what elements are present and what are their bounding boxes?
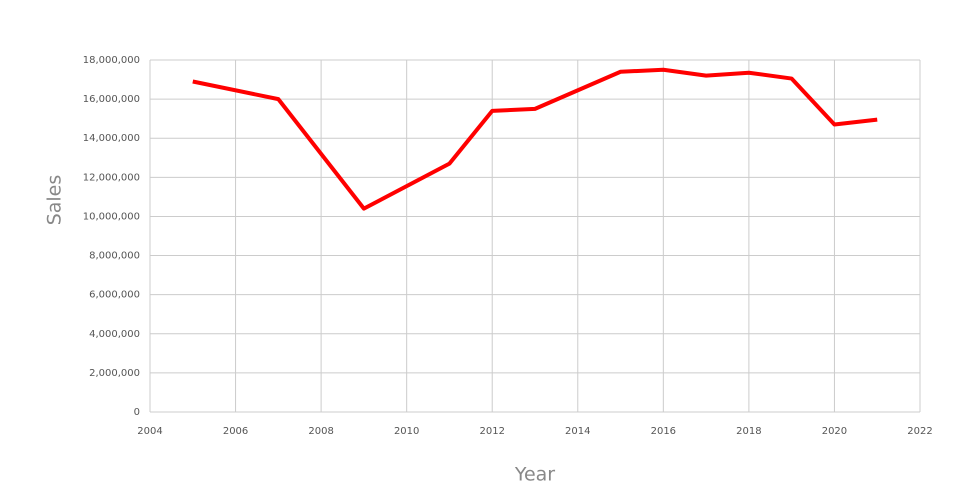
line [192,67,878,211]
x-tick-label: 2004 [137,426,162,437]
x-tick-label: 2008 [308,426,333,437]
x-tick-label: 2022 [907,426,932,437]
y-tick-label: 0 [134,407,140,418]
y-tick-label: 8,000,000 [89,251,140,262]
x-tick-label: 2014 [565,426,590,437]
y-tick-label: 6,000,000 [89,290,140,301]
x-tick-label: 2018 [736,426,761,437]
x-tick-label: 2006 [223,426,248,437]
y-tick-label: 14,000,000 [83,133,140,144]
y-tick-label: 2,000,000 [89,368,140,379]
x-axis-title: Year [514,464,555,486]
x-tick-label: 2020 [822,426,847,437]
y-tick-label: 4,000,000 [89,329,140,340]
x-tick-label: 2010 [394,426,419,437]
y-axis-title: Sales [44,175,66,226]
x-tick-label: 2012 [479,426,504,437]
y-tick-label: 10,000,000 [83,211,140,222]
y-tick-label: 18,000,000 [83,55,140,66]
x-tick-label: 2016 [651,426,676,437]
y-tick-label: 12,000,000 [83,172,140,183]
y-tick-label: 16,000,000 [83,94,140,105]
